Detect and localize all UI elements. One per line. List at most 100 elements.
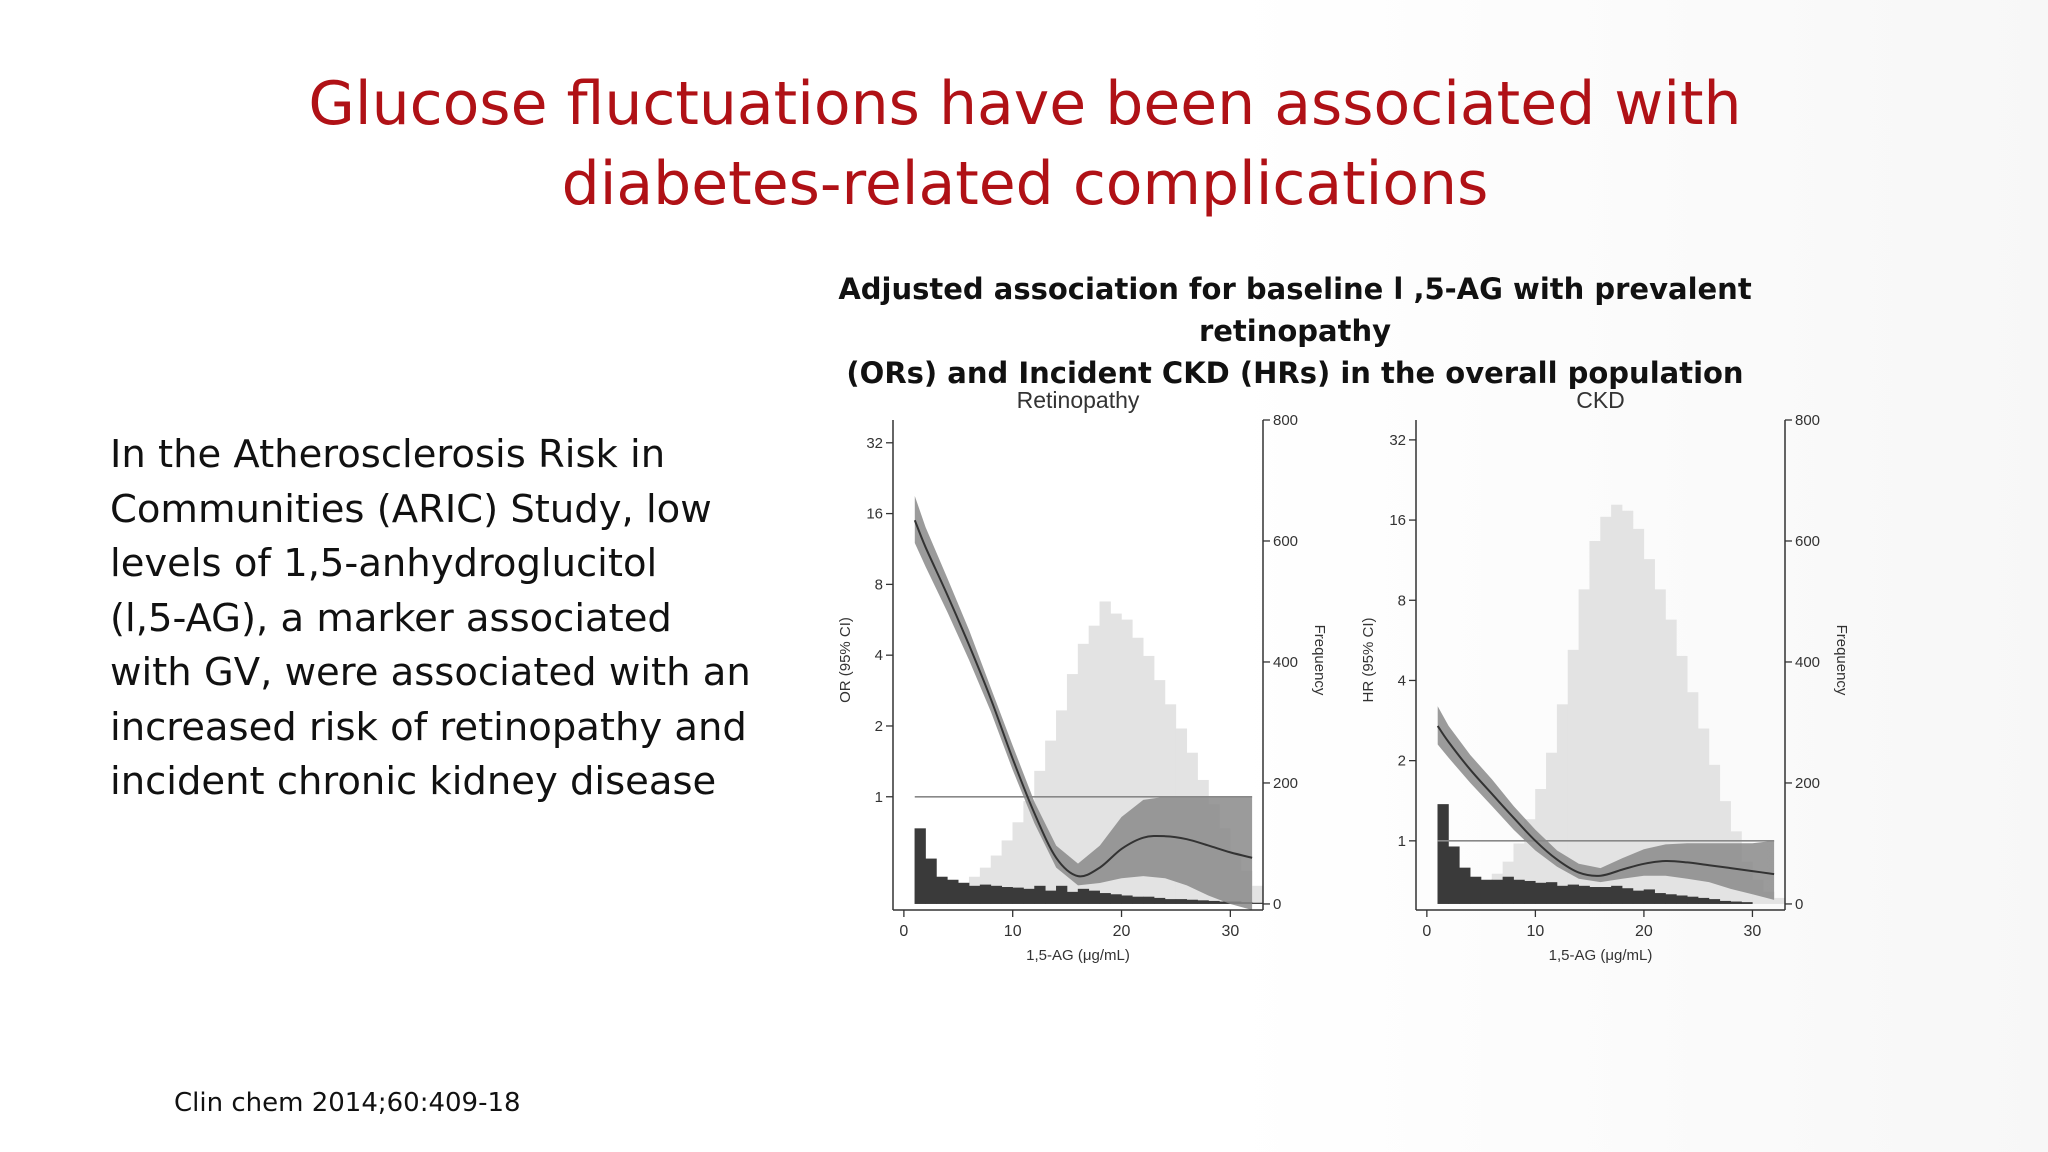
y2-tick-label: 0 — [1273, 896, 1281, 913]
y-tick-label: 32 — [866, 435, 883, 452]
chart-title: CKD — [1576, 387, 1625, 413]
body-line: In the Atherosclerosis Risk in — [110, 432, 666, 477]
histogram-bar-overall — [1654, 589, 1666, 904]
histogram-bar-outcome — [1459, 867, 1471, 904]
x-tick-label: 20 — [1635, 923, 1653, 940]
y2-tick-label: 200 — [1273, 775, 1298, 792]
histogram-bar-outcome — [1611, 885, 1623, 904]
y2-tick-label: 800 — [1795, 412, 1820, 429]
histogram-bar-outcome — [1251, 902, 1264, 904]
body-text: In the Atherosclerosis Risk in Communitie… — [110, 428, 751, 810]
histogram-bar-overall — [1513, 843, 1525, 904]
histogram-bar-outcome — [1730, 901, 1742, 904]
y-axis-label: HR (95% CI) — [1360, 617, 1377, 702]
histogram-bar-outcome — [1088, 890, 1100, 904]
histogram-bar-outcome — [1589, 887, 1601, 904]
histogram-bar-outcome — [990, 885, 1003, 904]
histogram-bar-outcome — [1567, 884, 1579, 904]
chart-title: Retinopathy — [1017, 387, 1140, 413]
histogram-bar-outcome — [1546, 882, 1558, 904]
histogram-bar-outcome — [1502, 876, 1514, 904]
histogram-bar-outcome — [979, 884, 992, 904]
y-tick-label: 2 — [875, 718, 883, 735]
x-tick-label: 30 — [1744, 923, 1762, 940]
confidence-band — [1437, 706, 1775, 900]
y2-tick-label: 400 — [1795, 654, 1820, 671]
chart-panel-ckd: 1 2 4 8 16 32 0 200 400 600 800 0 10 20 30 CKD 1,5-AG (μ… — [1360, 387, 1850, 964]
title-line: diabetes-related complications — [561, 149, 1489, 219]
histogram-bar-overall — [1077, 643, 1090, 904]
histogram-bar-overall — [1643, 559, 1655, 904]
histogram-bar-overall — [1676, 655, 1688, 904]
histogram-bar-outcome — [1153, 897, 1166, 904]
histogram-bar-outcome — [1600, 887, 1612, 904]
histogram-bar-outcome — [1208, 900, 1220, 904]
y2-tick-label: 800 — [1273, 412, 1298, 429]
y2-tick-label: 600 — [1795, 533, 1820, 550]
histogram-bar-outcome — [936, 876, 948, 904]
histogram-bar-overall — [1524, 819, 1536, 904]
histogram-bar-overall — [1622, 510, 1634, 904]
body-line: increased risk of retinopathy and — [110, 704, 747, 750]
histogram-bar-overall — [1056, 710, 1068, 904]
y-tick-label: 32 — [1389, 432, 1406, 449]
x-axis-label: 1,5-AG (μg/mL) — [1026, 947, 1130, 964]
histogram-bar-overall — [1556, 704, 1569, 904]
histogram-bar-outcome — [1001, 887, 1013, 904]
body-line: incident chronic kidney disease — [110, 759, 717, 804]
histogram-bar-outcome — [1708, 899, 1721, 904]
title-line: Glucose fluctuations have been associate… — [308, 69, 1742, 139]
histogram-bar-outcome — [1556, 885, 1569, 904]
x-tick-label: 30 — [1221, 923, 1239, 940]
histogram-bar-outcome — [1524, 880, 1536, 904]
y2-tick-label: 400 — [1273, 654, 1298, 671]
histogram-bar-outcome — [1513, 879, 1525, 904]
histogram-bar-overall — [990, 855, 1003, 904]
x-tick-label: 10 — [1004, 923, 1022, 940]
histogram-bar-outcome — [1132, 896, 1144, 904]
histogram-bar-overall — [1088, 625, 1100, 904]
histogram-bar-overall — [1132, 637, 1144, 904]
body-line: with GV, were associated with an — [110, 650, 751, 695]
histogram-bar-overall — [1251, 885, 1264, 904]
histogram-bar-outcome — [1186, 899, 1198, 904]
x-tick-label: 20 — [1113, 923, 1131, 940]
y-tick-label: 16 — [1389, 512, 1406, 529]
histogram-bar-outcome — [1066, 891, 1079, 904]
histogram-bar-overall — [1012, 822, 1024, 904]
histogram-bar-overall — [1773, 897, 1786, 904]
histogram-bar-overall — [1001, 840, 1013, 904]
histogram-bar-outcome — [1023, 888, 1035, 904]
histogram-bar-overall — [1697, 728, 1710, 904]
y-tick-label: 4 — [875, 647, 883, 664]
histogram-bar-overall — [1687, 692, 1699, 904]
histogram-bar-outcome — [1219, 901, 1231, 904]
histogram-bar-outcome — [958, 882, 970, 904]
histogram-bar-outcome — [1632, 890, 1645, 904]
histogram-bar-overall — [1578, 589, 1590, 904]
histogram-bar-overall — [1121, 619, 1133, 904]
y-tick-label: 1 — [1398, 833, 1406, 850]
histogram-bar-outcome — [1045, 890, 1057, 904]
confidence-band — [914, 496, 1253, 910]
y-tick-label: 16 — [866, 506, 883, 523]
histogram-bar-outcome — [1643, 889, 1655, 904]
y-tick-label: 2 — [1398, 753, 1406, 770]
body-line: levels of 1,5-anhydroglucitol — [110, 541, 658, 586]
histogram-bar-outcome — [1034, 885, 1046, 904]
body-line: (l,5-AG), a marker associated — [110, 595, 672, 641]
x-tick-label: 0 — [899, 923, 908, 940]
histogram-bar-outcome — [914, 828, 926, 904]
y-tick-label: 1 — [875, 789, 883, 806]
y-tick-label: 8 — [875, 576, 883, 593]
histogram-bar-outcome — [1012, 887, 1024, 904]
histogram-bar-outcome — [925, 858, 937, 904]
histogram-bar-overall — [1665, 619, 1677, 904]
histogram-bar-outcome — [1077, 888, 1090, 904]
citation: Clin chem 2014;60:409-18 — [174, 1088, 521, 1118]
figure-caption: Adjusted association for baseline l ,5-A… — [780, 268, 1810, 394]
histogram-bar-outcome — [1110, 894, 1122, 904]
histogram-bar-overall — [1066, 674, 1079, 904]
y-axis-label: OR (95% CI) — [837, 617, 854, 703]
